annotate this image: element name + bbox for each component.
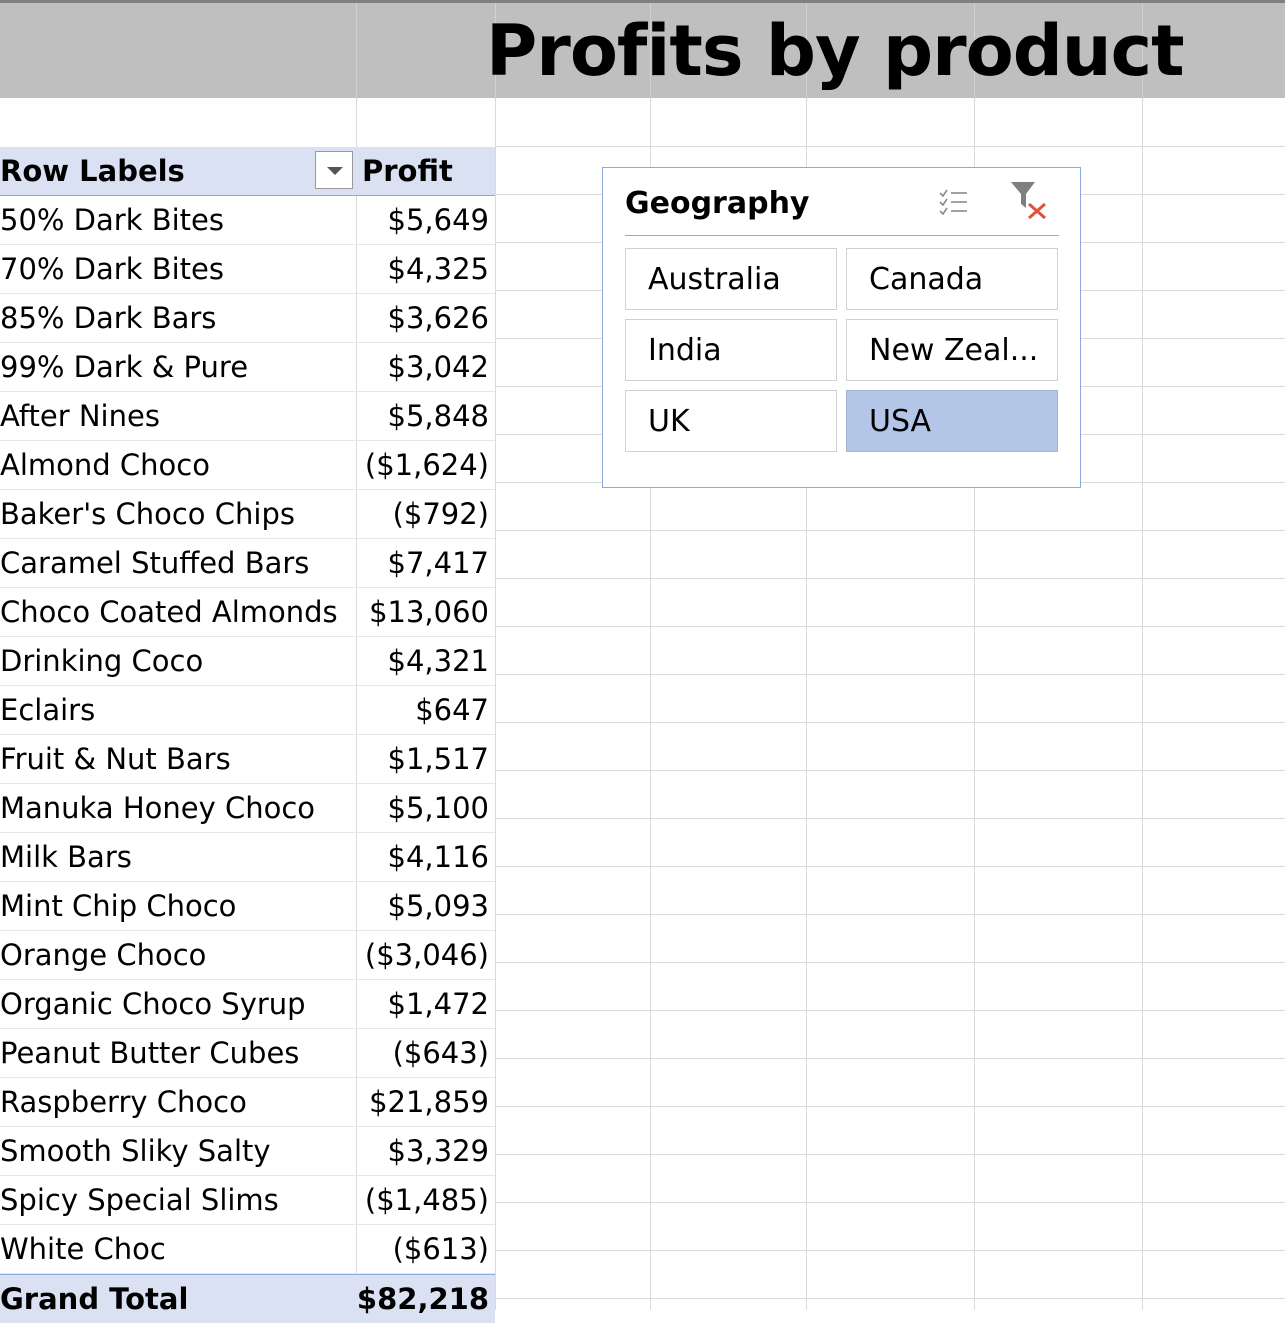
product-name: 99% Dark & Pure xyxy=(0,350,249,384)
product-name: Raspberry Choco xyxy=(0,1085,247,1119)
grand-total-value: $82,218 xyxy=(356,1282,489,1316)
pivot-row[interactable]: 50% Dark Bites $5,649 xyxy=(0,196,495,245)
pivot-row[interactable]: Choco Coated Almonds $13,060 xyxy=(0,588,495,637)
profit-header: Profit xyxy=(362,154,453,188)
product-name: After Nines xyxy=(0,399,160,433)
product-name: Milk Bars xyxy=(0,840,132,874)
clear-filter-icon[interactable] xyxy=(1009,180,1049,222)
profit-value: $5,100 xyxy=(387,791,489,825)
profit-value: $5,093 xyxy=(387,889,489,923)
pivot-row[interactable]: 85% Dark Bars $3,626 xyxy=(0,294,495,343)
slicer-item-canada[interactable]: Canada xyxy=(846,248,1058,310)
pivot-row[interactable]: Fruit & Nut Bars $1,517 xyxy=(0,735,495,784)
pivot-row[interactable]: Raspberry Choco $21,859 xyxy=(0,1078,495,1127)
product-name: Peanut Butter Cubes xyxy=(0,1036,300,1070)
profit-value: ($1,485) xyxy=(364,1183,489,1217)
slicer-item-australia[interactable]: Australia xyxy=(625,248,837,310)
product-name: Orange Choco xyxy=(0,938,207,972)
pivot-row[interactable]: Orange Choco ($3,046) xyxy=(0,931,495,980)
profit-value: $3,626 xyxy=(387,301,489,335)
profit-value: $1,517 xyxy=(387,742,489,776)
pivot-table[interactable]: Row Labels Profit 50% Dark Bites $5,649 70… xyxy=(0,147,495,1323)
product-name: Organic Choco Syrup xyxy=(0,987,306,1021)
pivot-row[interactable]: 70% Dark Bites $4,325 xyxy=(0,245,495,294)
product-name: Almond Choco xyxy=(0,448,210,482)
pivot-row[interactable]: White Choc ($613) xyxy=(0,1225,495,1274)
profit-value: $4,116 xyxy=(387,840,489,874)
profit-value: ($613) xyxy=(392,1232,489,1266)
profit-value: $5,848 xyxy=(387,399,489,433)
product-name: 85% Dark Bars xyxy=(0,301,217,335)
product-name: Mint Chip Choco xyxy=(0,889,237,923)
profit-value: $4,321 xyxy=(387,644,489,678)
product-name: Choco Coated Almonds xyxy=(0,595,338,629)
pivot-row[interactable]: Eclairs $647 xyxy=(0,686,495,735)
profit-value: ($643) xyxy=(392,1036,489,1070)
product-name: Spicy Special Slims xyxy=(0,1183,279,1217)
product-name: 70% Dark Bites xyxy=(0,252,224,286)
product-name: Smooth Sliky Salty xyxy=(0,1134,271,1168)
pivot-row[interactable]: Mint Chip Choco $5,093 xyxy=(0,882,495,931)
product-name: White Choc xyxy=(0,1232,166,1266)
pivot-row[interactable]: Organic Choco Syrup $1,472 xyxy=(0,980,495,1029)
title-band: Profits by product xyxy=(0,0,1285,101)
profit-value: $5,649 xyxy=(387,203,489,237)
pivot-row[interactable]: Smooth Sliky Salty $3,329 xyxy=(0,1127,495,1176)
profit-value: $3,329 xyxy=(387,1134,489,1168)
pivot-row[interactable]: After Nines $5,848 xyxy=(0,392,495,441)
pivot-row[interactable]: Spicy Special Slims ($1,485) xyxy=(0,1176,495,1225)
row-labels-header: Row Labels xyxy=(0,154,185,188)
product-name: Fruit & Nut Bars xyxy=(0,742,231,776)
dropdown-arrow-icon xyxy=(327,167,343,175)
pivot-header-row: Row Labels Profit xyxy=(0,147,495,196)
pivot-row[interactable]: Caramel Stuffed Bars $7,417 xyxy=(0,539,495,588)
pivot-row[interactable]: Milk Bars $4,116 xyxy=(0,833,495,882)
row-labels-filter-button[interactable] xyxy=(315,151,353,189)
slicer-title: Geography xyxy=(625,186,810,221)
product-name: Caramel Stuffed Bars xyxy=(0,546,310,580)
grand-total-row[interactable]: Grand Total $82,218 xyxy=(0,1274,495,1323)
product-name: Baker's Choco Chips xyxy=(0,497,295,531)
product-name: Manuka Honey Choco xyxy=(0,791,316,825)
slicer-item-usa[interactable]: USA xyxy=(846,390,1058,452)
pivot-row[interactable]: Manuka Honey Choco $5,100 xyxy=(0,784,495,833)
product-name: Drinking Coco xyxy=(0,644,204,678)
slicer-item-india[interactable]: India xyxy=(625,319,837,381)
product-name: Eclairs xyxy=(0,693,96,727)
profit-value: ($3,046) xyxy=(364,938,489,972)
profit-value: $7,417 xyxy=(387,546,489,580)
slicer-item-new-zeal[interactable]: New Zeal... xyxy=(846,319,1058,381)
profit-value: $647 xyxy=(415,693,489,727)
profit-value: ($1,624) xyxy=(364,448,489,482)
profit-value: $1,472 xyxy=(387,987,489,1021)
pivot-row[interactable]: Baker's Choco Chips ($792) xyxy=(0,490,495,539)
slicer-header-divider xyxy=(625,235,1059,236)
slicer-item-uk[interactable]: UK xyxy=(625,390,837,452)
pivot-row[interactable]: 99% Dark & Pure $3,042 xyxy=(0,343,495,392)
multi-select-icon[interactable] xyxy=(937,186,969,218)
profit-value: ($792) xyxy=(392,497,489,531)
profit-value: $3,042 xyxy=(387,350,489,384)
pivot-row[interactable]: Peanut Butter Cubes ($643) xyxy=(0,1029,495,1078)
grand-total-label: Grand Total xyxy=(0,1282,189,1316)
pivot-row[interactable]: Almond Choco ($1,624) xyxy=(0,441,495,490)
pivot-rows: 50% Dark Bites $5,649 70% Dark Bites $4,325… xyxy=(0,196,495,1274)
profit-value: $21,859 xyxy=(369,1085,489,1119)
pivot-row[interactable]: Drinking Coco $4,321 xyxy=(0,637,495,686)
profit-value: $13,060 xyxy=(369,595,489,629)
product-name: 50% Dark Bites xyxy=(0,203,224,237)
page-title: Profits by product xyxy=(486,10,1185,92)
geography-slicer[interactable]: Geography Australia Canada India New Zeal..… xyxy=(602,167,1081,488)
profit-value: $4,325 xyxy=(387,252,489,286)
